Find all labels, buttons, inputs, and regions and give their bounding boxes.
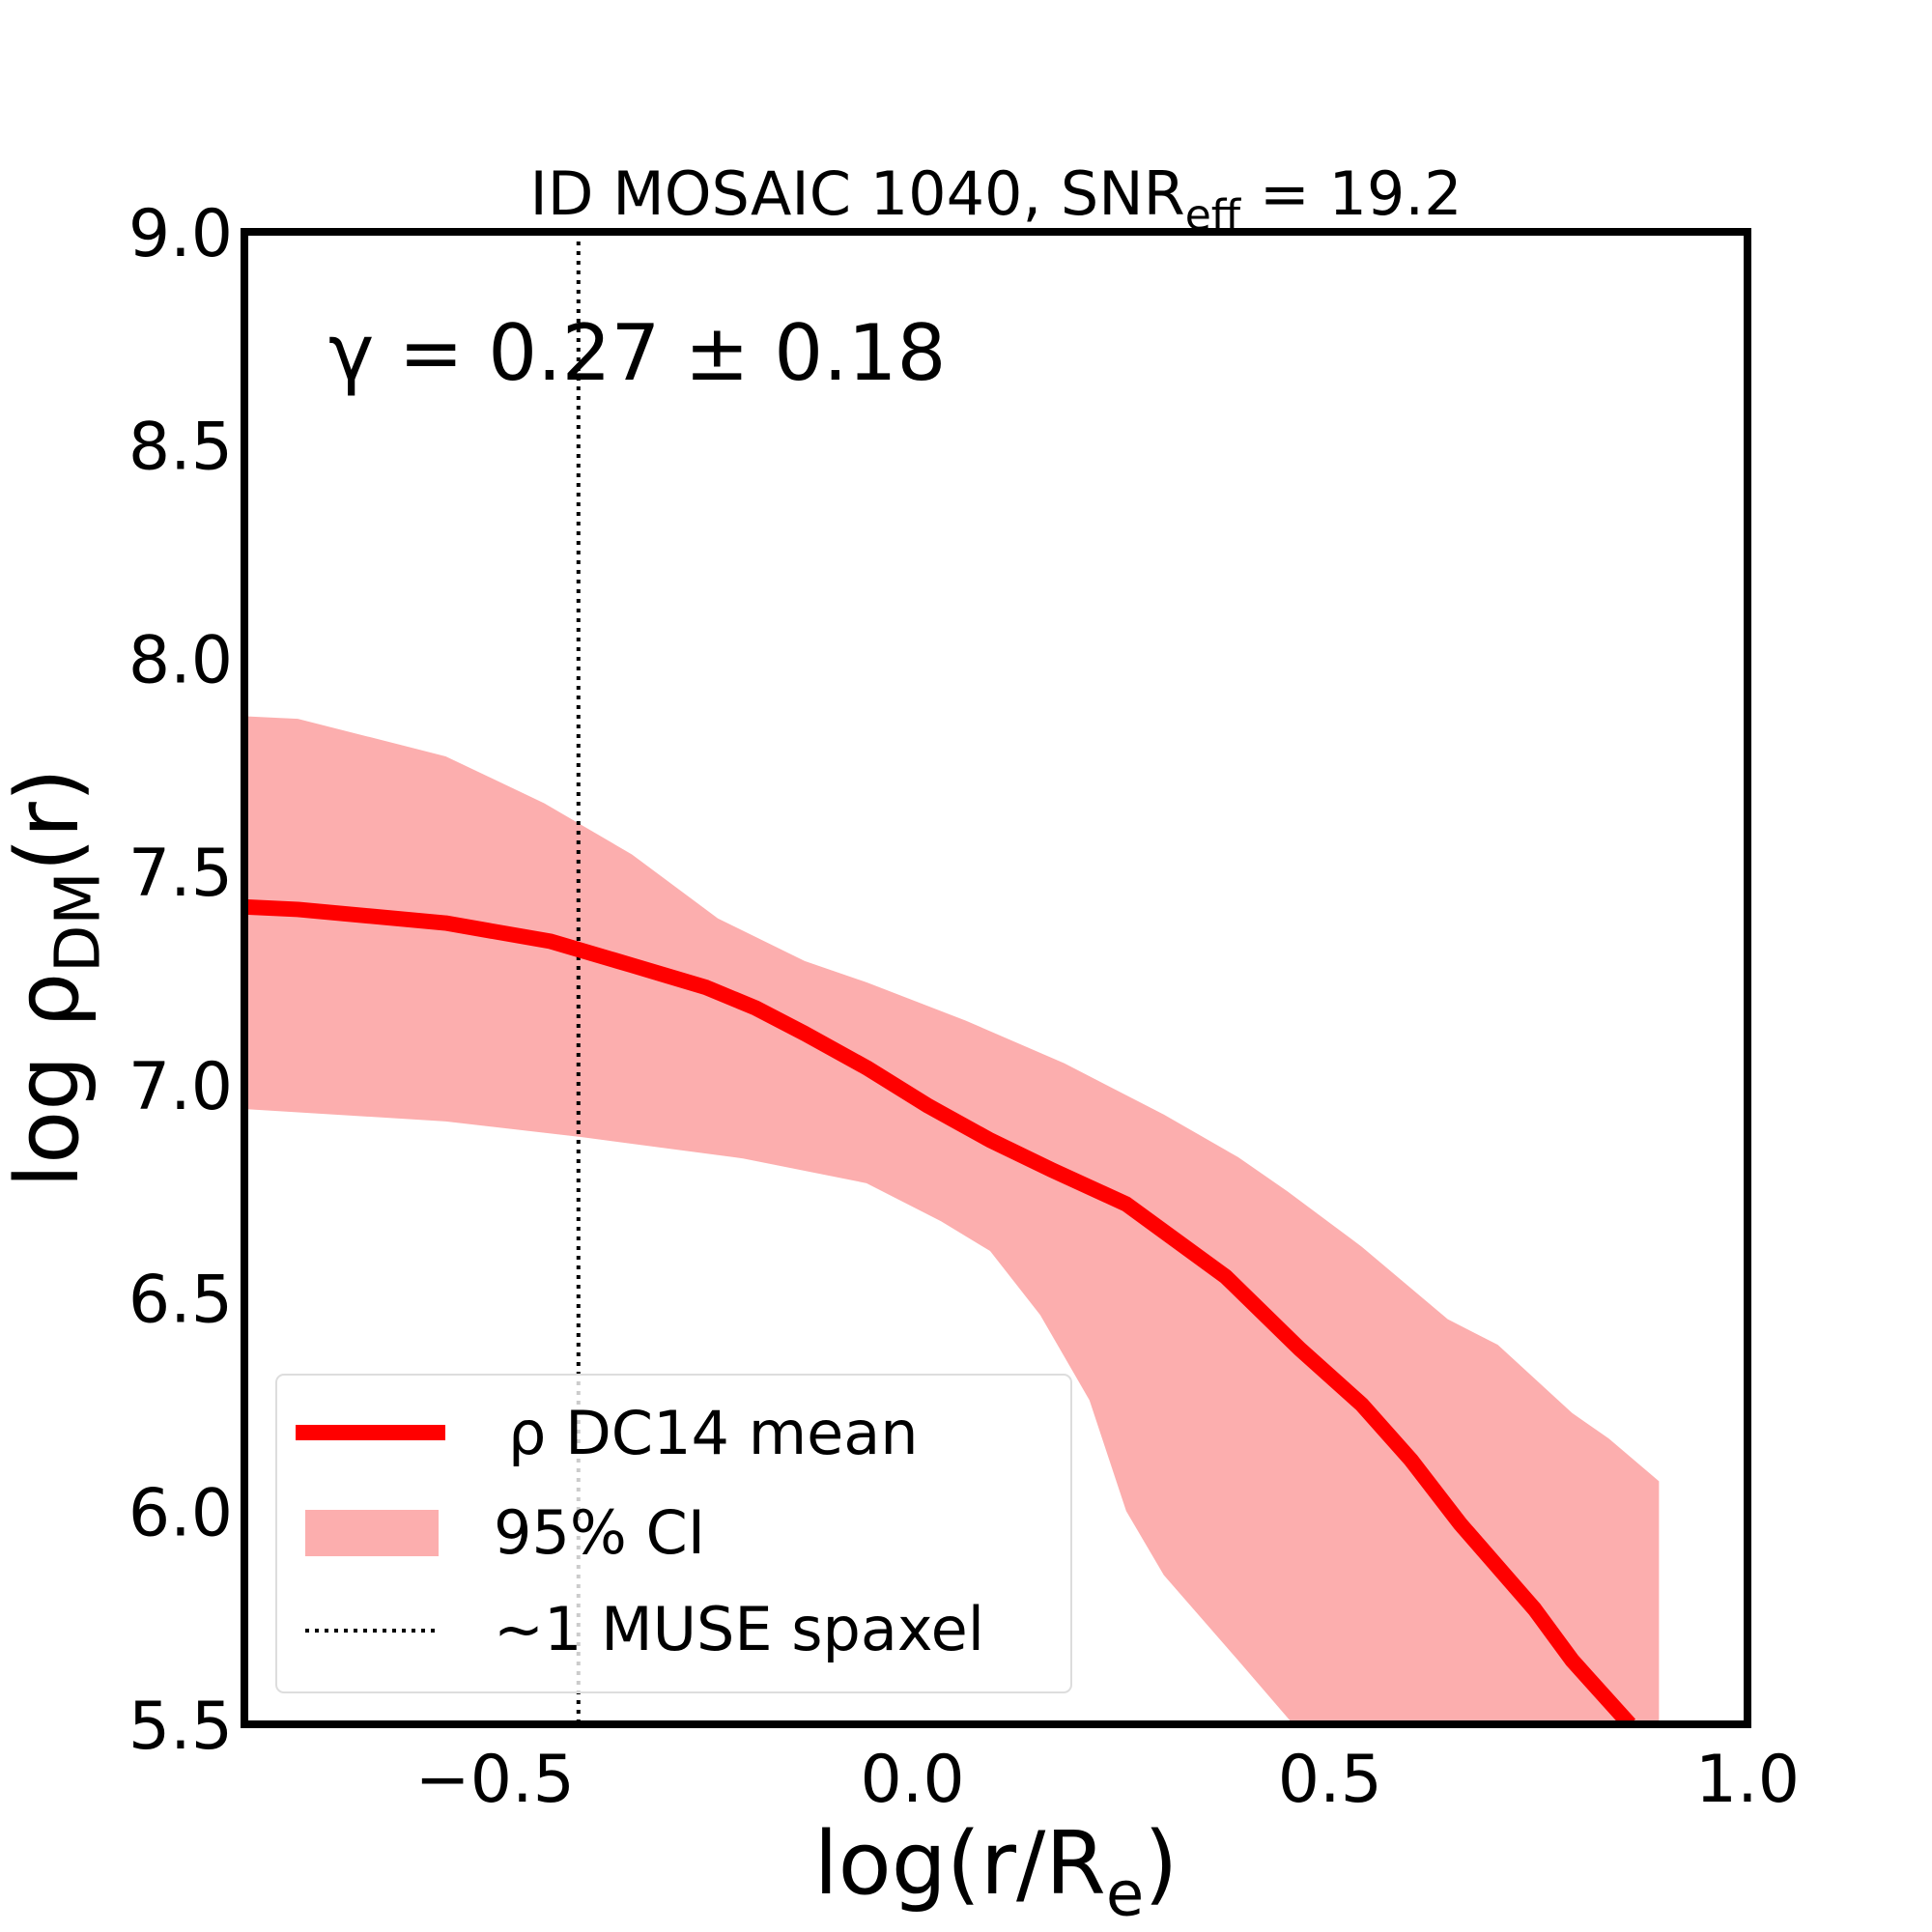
legend-label: 95% CI <box>494 1497 705 1568</box>
x-tick-label: 0.0 <box>860 1742 964 1818</box>
y-tick-label: 6.0 <box>128 1475 233 1551</box>
legend-patch <box>305 1510 439 1556</box>
y-axis-label-part: (r) <box>0 768 99 871</box>
mean-line <box>244 898 1636 1724</box>
y-tick-label: 8.5 <box>128 410 233 486</box>
x-axis-label-part: ) <box>1144 1813 1178 1915</box>
y-tick-label: 6.5 <box>128 1263 233 1339</box>
y-tick-label: 7.0 <box>128 1049 233 1125</box>
axes-frame <box>241 228 1751 1728</box>
legend-box <box>275 1374 1072 1693</box>
x-tick-label: 0.5 <box>1278 1742 1382 1818</box>
x-tick-label: −0.5 <box>415 1742 575 1818</box>
chart-title-part: eff <box>1185 191 1242 241</box>
chart-title-part: = 19.2 <box>1240 158 1462 229</box>
y-tick-label: 7.5 <box>128 836 233 912</box>
y-axis-label-part: DM <box>43 871 115 973</box>
y-tick-label: 5.5 <box>128 1689 233 1765</box>
chart-title: ID MOSAIC 1040, SNReff = 19.2 <box>529 158 1462 241</box>
confidence-band <box>244 716 1660 1724</box>
x-axis-label-part: log(r/R <box>814 1813 1106 1915</box>
y-axis-label: log ρDM(r) <box>0 768 115 1188</box>
chart-title-part: ID MOSAIC 1040, SNR <box>529 158 1184 229</box>
x-axis-label: log(r/Re) <box>814 1813 1179 1931</box>
legend-label: ρ DC14 mean <box>508 1398 919 1468</box>
y-tick-label: 9.0 <box>128 196 233 272</box>
plot-area <box>244 232 1660 1724</box>
y-tick-label: 8.0 <box>128 622 233 698</box>
x-tick-label: 1.0 <box>1695 1742 1800 1818</box>
legend-label: ~1 MUSE spaxel <box>494 1594 984 1664</box>
annotation: γ = 0.27 ± 0.18 <box>328 308 946 398</box>
y-axis-label-part: log ρ <box>0 973 99 1188</box>
x-axis-label-part: e <box>1106 1860 1144 1931</box>
